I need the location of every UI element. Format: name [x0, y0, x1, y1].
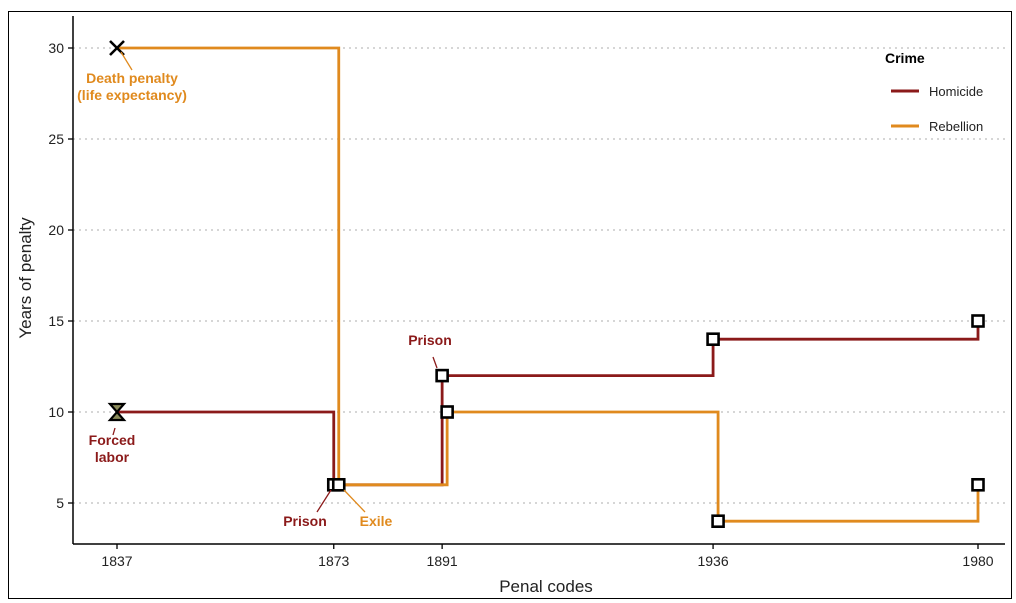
- x-tick-label-1837: 1837: [101, 553, 132, 569]
- rebellion-marker-1980: [971, 477, 985, 492]
- series-line-rebellion: [117, 46, 980, 523]
- annotation-homicide-1891-leader: [432, 356, 438, 369]
- y-tick-label-5: 5: [56, 495, 64, 511]
- y-tick-label-25: 25: [48, 131, 64, 147]
- legend-title: Crime: [885, 50, 925, 66]
- annotation-homicide-1873-text-0: Prison: [283, 513, 327, 529]
- y-tick-label-10: 10: [48, 404, 64, 420]
- homicide-marker-1837: [107, 402, 127, 422]
- annotation-homicide-1837-leader: [112, 427, 116, 436]
- annotation-homicide-1873: Prison: [283, 489, 332, 529]
- rebellion-marker-1873: [331, 477, 346, 492]
- annotation-rebellion-1837-text-0: Death penalty: [86, 70, 178, 86]
- annotation-rebellion-1837-text-1: (life expectancy): [77, 87, 187, 103]
- series-markers: [107, 40, 985, 529]
- rebellion-marker-1936: [711, 514, 725, 529]
- homicide-marker-1980: [971, 314, 985, 328]
- y-tick-label-30: 30: [48, 40, 64, 56]
- y-axis-title: Years of penalty: [16, 217, 35, 339]
- annotation-rebellion-1837: Death penalty(life expectancy): [77, 51, 187, 103]
- grid-lines: [73, 47, 1005, 504]
- annotation-homicide-1873-leader: [316, 489, 332, 513]
- x-tick-label-1980: 1980: [962, 553, 993, 569]
- annotation-homicide-1837-text-0: Forced: [89, 432, 136, 448]
- legend: Crime Homicide Rebellion: [885, 50, 983, 134]
- annotation-homicide-1837-text-1: labor: [95, 449, 130, 465]
- y-tick-label-20: 20: [48, 222, 64, 238]
- homicide-marker-1891: [435, 368, 449, 383]
- legend-label-rebellion: Rebellion: [929, 119, 983, 134]
- y-tick-label-15: 15: [48, 313, 64, 329]
- axes: 5 10 15 20 25 30 1837 1873 1891 1936 1980 Penal cod…: [16, 16, 1005, 596]
- series-line-homicide: [117, 321, 980, 487]
- annotations: Death penalty(life expectancy) Forcedlabo…: [77, 51, 452, 529]
- annotation-rebellion-1873-leader: [343, 489, 366, 513]
- legend-label-homicide: Homicide: [929, 84, 983, 99]
- annotation-rebellion-1873-text-0: Exile: [360, 513, 393, 529]
- step-chart: Death penalty(life expectancy) Forcedlabo…: [16, 16, 1005, 596]
- annotation-homicide-1891-text-0: Prison: [408, 332, 452, 348]
- annotation-rebellion-1873: Exile: [343, 489, 393, 529]
- x-tick-label-1891: 1891: [427, 553, 458, 569]
- annotation-homicide-1891: Prison: [408, 332, 452, 369]
- series-lines: [117, 46, 980, 523]
- chart-frame: Death penalty (life expectancy) Forced labo…: [8, 11, 1012, 599]
- annotation-rebellion-1837-leader: [120, 51, 133, 71]
- x-tick-label-1936: 1936: [697, 553, 728, 569]
- x-tick-label-1873: 1873: [318, 553, 349, 569]
- rebellion-marker-1891: [440, 405, 454, 419]
- x-axis-title: Penal codes: [499, 577, 593, 596]
- homicide-marker-1936: [706, 332, 720, 347]
